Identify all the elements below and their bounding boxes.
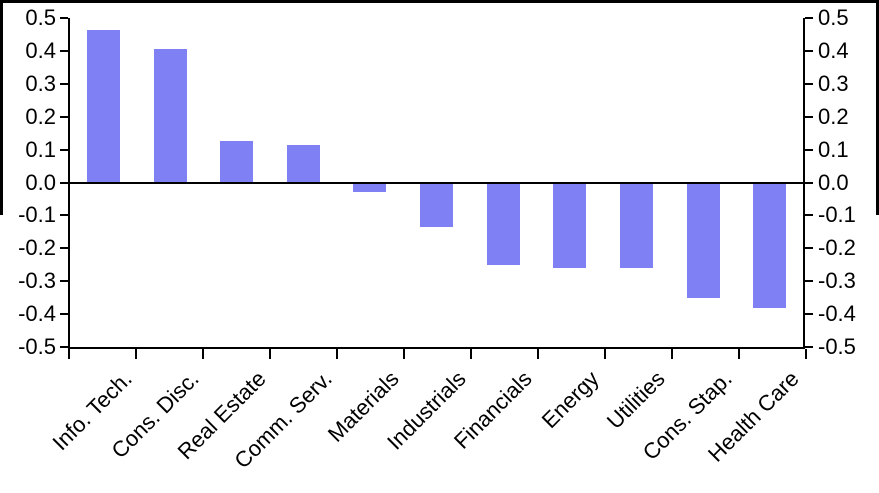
y-axis-label-left: -0.2 (18, 235, 56, 261)
bar-real-estate (220, 141, 254, 183)
bar-cons-stap (686, 182, 720, 298)
x-tick (470, 349, 472, 359)
bar-materials (353, 182, 387, 193)
bar-health-care (753, 182, 787, 308)
y-axis-label-left: 0.3 (25, 70, 56, 96)
x-tick (604, 349, 606, 359)
x-tick (135, 349, 137, 359)
y-tick-left (60, 280, 68, 283)
y-tick-right (805, 17, 813, 19)
top-border-line (0, 0, 879, 3)
y-tick-right (805, 346, 813, 348)
x-tick (403, 349, 405, 359)
left-y-axis-line (68, 18, 70, 349)
bar-industrials (420, 182, 453, 227)
y-axis-label-right: -0.2 (818, 235, 856, 261)
y-axis-label-left: 0.2 (25, 103, 56, 129)
y-tick-left (60, 115, 68, 118)
y-tick-left (60, 214, 68, 217)
y-axis-label-right: 0.5 (818, 5, 849, 30)
bar-info-tech (86, 29, 120, 183)
y-axis-label-right: 0.0 (818, 169, 849, 195)
y-axis-label-left: 0.5 (25, 5, 56, 30)
y-tick-right (805, 214, 813, 217)
right-y-axis-line (803, 18, 805, 349)
y-axis-label-right: 0.2 (818, 103, 849, 129)
y-tick-left (60, 82, 68, 85)
y-axis-label-left: -0.3 (18, 268, 56, 294)
y-tick-right (805, 148, 813, 151)
x-label-info-tech: Info. Tech. (47, 366, 137, 456)
left-border-line (0, 0, 3, 215)
y-tick-left (60, 181, 68, 184)
y-tick-right (805, 247, 813, 250)
y-tick-right (805, 82, 813, 85)
y-tick-left (60, 49, 68, 52)
y-tick-left (60, 247, 68, 250)
bar-energy (553, 182, 587, 268)
y-tick-left (60, 313, 68, 316)
y-axis-label-left: 0.0 (25, 169, 56, 195)
y-tick-left (60, 148, 68, 151)
bar-comm-serv (286, 144, 320, 183)
x-tick (68, 349, 70, 359)
x-tick (738, 349, 740, 359)
y-axis-label-right: -0.1 (818, 202, 856, 228)
x-tick (671, 349, 673, 359)
x-tick (336, 349, 338, 359)
y-tick-left (60, 17, 68, 19)
y-tick-right (805, 280, 813, 283)
y-axis-label-right: -0.4 (818, 301, 856, 327)
y-axis-label-left: 0.1 (25, 136, 56, 162)
right-border-line (876, 0, 879, 215)
x-tick (805, 349, 807, 359)
y-tick-right (805, 115, 813, 118)
bar-utilities (619, 182, 653, 268)
y-axis-label-left: -0.1 (18, 202, 56, 228)
x-tick (537, 349, 539, 359)
bar-cons-disc (153, 49, 187, 183)
y-axis-label-right: -0.5 (818, 334, 856, 359)
y-axis-label-right: 0.4 (818, 37, 849, 63)
bar-financials (486, 182, 520, 265)
x-tick (269, 349, 271, 359)
y-axis-label-right: 0.1 (818, 136, 849, 162)
y-tick-right (805, 49, 813, 52)
bottom-axis-line (68, 347, 805, 349)
y-axis-label-left: 0.4 (25, 37, 56, 63)
x-tick (202, 349, 204, 359)
y-tick-left (60, 346, 68, 348)
y-axis-label-right: 0.3 (818, 70, 849, 96)
y-axis-label-left: -0.4 (18, 301, 56, 327)
y-tick-right (805, 313, 813, 316)
y-axis-label-right: -0.3 (818, 268, 856, 294)
zero-line (68, 181, 805, 184)
y-tick-right (805, 181, 813, 184)
y-axis-label-left: -0.5 (18, 334, 56, 359)
